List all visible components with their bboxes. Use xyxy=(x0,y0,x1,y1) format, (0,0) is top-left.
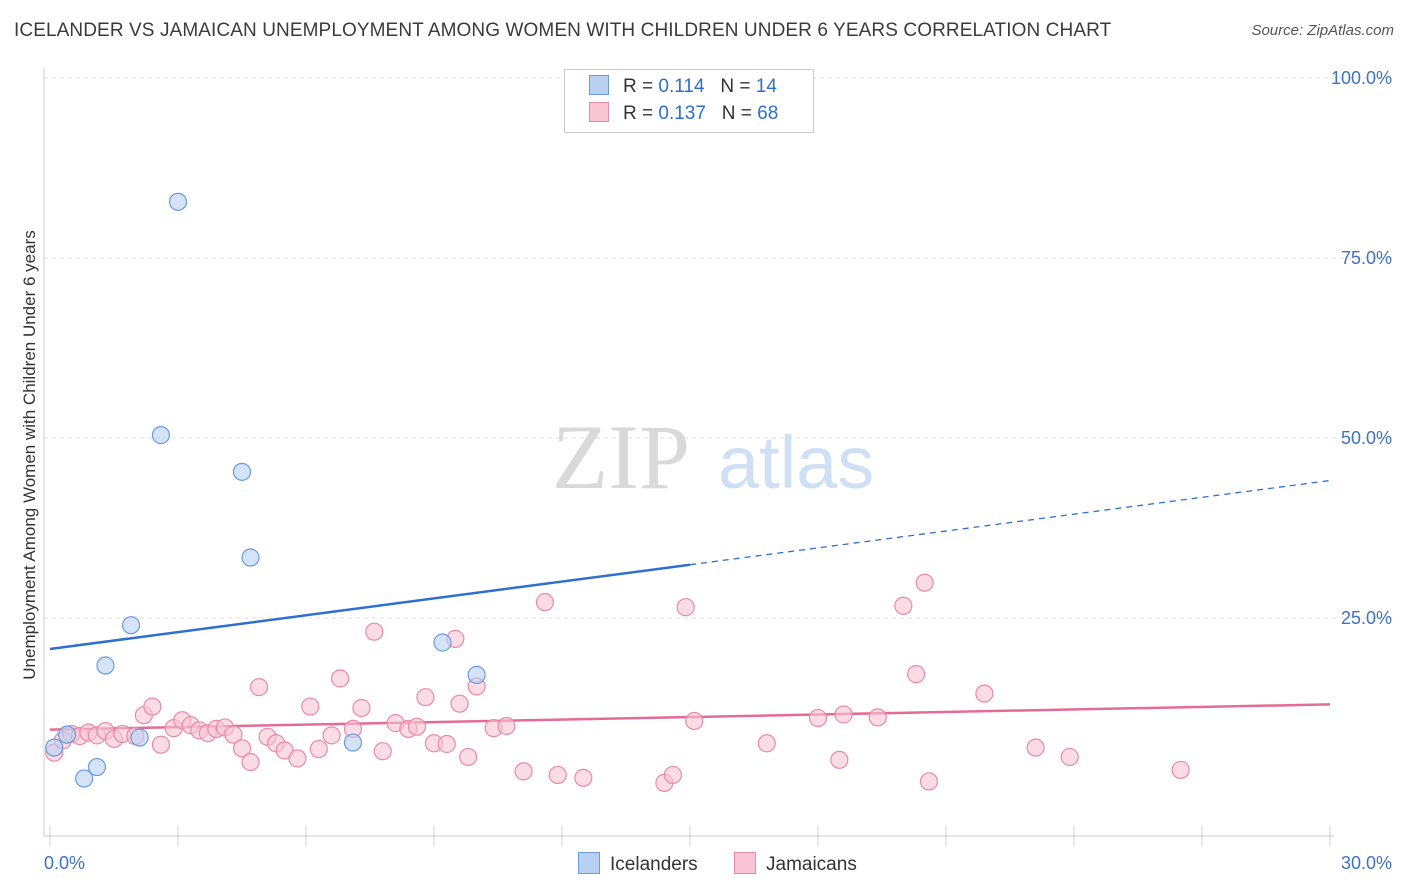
bottom-legend-swatch-jamaicans xyxy=(734,852,756,874)
point-jamaicans-28 xyxy=(301,697,320,716)
point-jamaicans-64 xyxy=(919,772,939,791)
point-icelanders-9 xyxy=(343,733,363,752)
point-jamaicans-54 xyxy=(676,598,695,617)
y-tick-label-25: 25.0% xyxy=(1341,608,1392,628)
point-icelanders-4 xyxy=(121,616,141,635)
point-jamaicans-31 xyxy=(331,669,350,688)
point-icelanders-6 xyxy=(433,633,452,652)
point-jamaicans-49 xyxy=(535,593,555,612)
point-icelanders-8 xyxy=(130,728,149,747)
point-jamaicans-20 xyxy=(224,725,243,744)
bottom-legend-icelanders: Icelanders xyxy=(578,852,698,876)
point-jamaicans-55 xyxy=(685,711,704,731)
legend-swatch-jamaicans xyxy=(589,102,609,122)
point-icelanders-11 xyxy=(87,757,107,777)
legend-n-label: N = xyxy=(720,76,751,97)
point-jamaicans-66 xyxy=(1026,738,1045,757)
legend-r-label: R = xyxy=(623,76,654,97)
trend-extension-icelanders xyxy=(689,479,1331,566)
chart-title: ICELANDER VS JAMAICAN UNEMPLOYMENT AMONG… xyxy=(14,20,1112,41)
legend-r-value: 0.114 xyxy=(658,76,705,97)
point-jamaicans-60 xyxy=(868,708,887,727)
y-tick-label-75: 75.0% xyxy=(1341,248,1392,268)
point-jamaicans-67 xyxy=(1060,747,1079,767)
point-jamaicans-65 xyxy=(975,684,994,703)
watermark-zip: ZIP xyxy=(552,406,690,508)
point-jamaicans-48 xyxy=(514,762,533,781)
point-jamaicans-11 xyxy=(143,697,162,716)
point-jamaicans-43 xyxy=(450,694,469,713)
point-jamaicans-51 xyxy=(574,768,593,787)
point-jamaicans-63 xyxy=(915,573,934,592)
point-jamaicans-41 xyxy=(437,734,456,754)
point-icelanders-3 xyxy=(241,548,260,567)
point-icelanders-5 xyxy=(96,656,115,675)
correlation-legend: R = 0.114 N = 14 R = 0.137 N = 68 xyxy=(564,69,814,133)
legend-r-label: R = xyxy=(623,103,654,124)
y-tick-label-100: 100.0% xyxy=(1331,68,1392,88)
point-icelanders-0 xyxy=(168,192,188,211)
point-jamaicans-61 xyxy=(894,596,913,615)
x-ticks xyxy=(49,826,1331,846)
bottom-legend-label-icelanders: Icelanders xyxy=(610,854,698,875)
point-icelanders-13 xyxy=(45,738,64,757)
legend-row-jamaicans: R = 0.137 N = 68 xyxy=(589,102,778,126)
point-jamaicans-68 xyxy=(1171,760,1190,780)
point-jamaicans-38 xyxy=(407,717,427,736)
point-icelanders-12 xyxy=(75,769,94,788)
point-jamaicans-57 xyxy=(808,708,828,728)
bottom-legend-label-jamaicans: Jamaicans xyxy=(766,854,857,875)
point-jamaicans-47 xyxy=(497,716,516,736)
legend-n-label: N = xyxy=(721,103,752,124)
point-icelanders-2 xyxy=(232,462,252,481)
y-axis-title: Unemployment Among Women with Children U… xyxy=(20,230,39,679)
legend-swatch-icelanders xyxy=(589,75,609,95)
point-jamaicans-56 xyxy=(757,734,776,753)
legend-row-icelanders: R = 0.114 N = 14 xyxy=(589,75,777,99)
point-jamaicans-30 xyxy=(322,726,341,745)
trend-line-icelanders xyxy=(49,563,691,651)
point-jamaicans-21 xyxy=(232,739,252,758)
point-jamaicans-23 xyxy=(249,678,269,697)
y-tick-label-50: 50.0% xyxy=(1341,428,1392,448)
x-tick-label-min: 0.0% xyxy=(44,853,85,873)
bottom-legend-swatch-icelanders xyxy=(578,852,600,874)
point-jamaicans-44 xyxy=(459,747,478,767)
legend-n-value: 14 xyxy=(755,76,777,97)
point-jamaicans-53 xyxy=(663,765,683,785)
source-label: Source: ZipAtlas.com xyxy=(1251,22,1394,39)
point-jamaicans-22 xyxy=(241,752,260,772)
point-jamaicans-34 xyxy=(365,622,384,641)
point-jamaicans-33 xyxy=(352,698,371,718)
watermark: ZIP atlas xyxy=(552,406,874,508)
point-jamaicans-59 xyxy=(834,705,853,724)
point-icelanders-10 xyxy=(57,725,77,744)
legend-n-value: 68 xyxy=(757,103,779,124)
y-tick-labels: 25.0% 50.0% 75.0% 100.0% xyxy=(1331,68,1392,628)
data-points xyxy=(45,192,1190,792)
legend-r-value: 0.137 xyxy=(658,103,706,124)
watermark-atlas: atlas xyxy=(718,421,874,504)
point-icelanders-1 xyxy=(151,426,171,445)
x-tick-label-max: 30.0% xyxy=(1341,853,1392,873)
point-jamaicans-39 xyxy=(416,688,435,707)
point-jamaicans-58 xyxy=(830,750,849,769)
point-jamaicans-50 xyxy=(548,765,567,785)
point-jamaicans-29 xyxy=(309,739,328,759)
point-icelanders-7 xyxy=(467,665,486,684)
bottom-legend-jamaicans: Jamaicans xyxy=(734,852,857,876)
point-jamaicans-27 xyxy=(288,749,307,768)
point-jamaicans-35 xyxy=(373,742,392,761)
point-jamaicans-12 xyxy=(151,735,171,754)
point-jamaicans-62 xyxy=(907,665,926,684)
grid-lines xyxy=(44,77,1392,619)
